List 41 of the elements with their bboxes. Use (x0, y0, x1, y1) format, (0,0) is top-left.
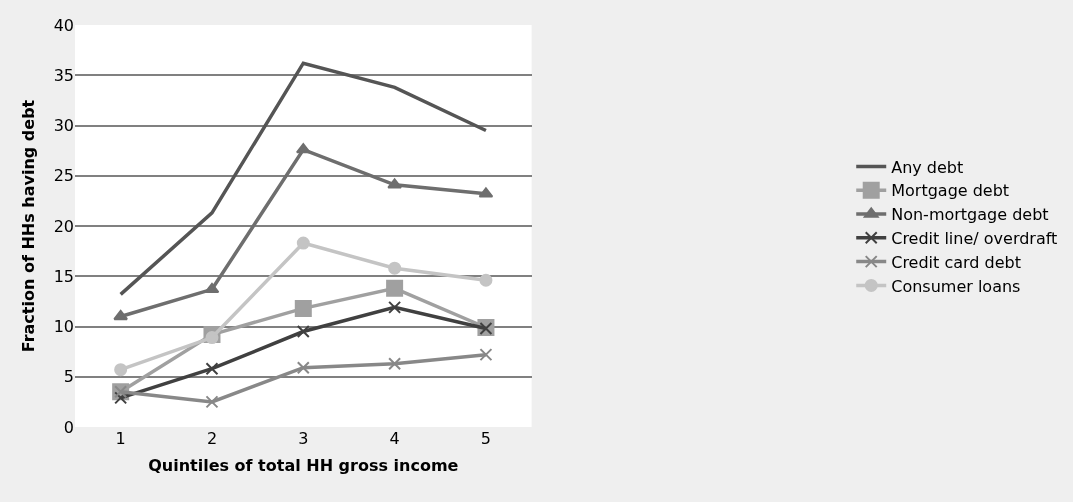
y-tick-label: 15 (53, 266, 74, 286)
y-tick-label: 35 (53, 65, 74, 85)
y-tick-label: 40 (53, 15, 74, 35)
point (388, 261, 402, 275)
point (204, 282, 220, 294)
point (386, 279, 404, 297)
point (294, 299, 312, 317)
x-tick-label: 4 (389, 429, 400, 448)
x-tick-label: 2 (206, 429, 218, 448)
point (387, 178, 402, 189)
x-tick-label: 3 (298, 429, 309, 448)
legend-label: Mortgage debt (891, 181, 1010, 201)
point (479, 273, 493, 287)
legend-label: Consumer loans (891, 276, 1021, 296)
point (114, 391, 128, 405)
point (113, 309, 129, 321)
legend-label: Non-mortgage debt (891, 205, 1049, 225)
point (205, 395, 219, 409)
point (296, 325, 310, 339)
x-axis-title: Quintiles of total HH gross income (148, 455, 459, 475)
point (296, 236, 310, 250)
point (205, 331, 219, 345)
line-series (118, 61, 488, 297)
y-tick-label: 10 (53, 317, 74, 337)
y-axis-title: Fraction of HHs having debt (18, 99, 38, 353)
y-tick-label: 30 (53, 116, 74, 136)
point (296, 361, 310, 375)
y-tick-label: 0 (63, 417, 74, 437)
point (388, 357, 402, 371)
legend-label: Credit card debt (891, 252, 1021, 272)
legend-label: Credit line/ overdraft (891, 229, 1058, 249)
y-tick-label: 5 (63, 367, 74, 387)
x-tick-label: 1 (115, 429, 126, 448)
point (388, 300, 402, 314)
point (479, 348, 493, 362)
y-tick-label: 25 (53, 166, 74, 186)
x-tick-label: 5 (480, 429, 492, 448)
point (114, 363, 128, 377)
legend-label: Any debt (891, 157, 964, 177)
point (205, 362, 219, 376)
y-tick-label: 20 (53, 216, 74, 236)
